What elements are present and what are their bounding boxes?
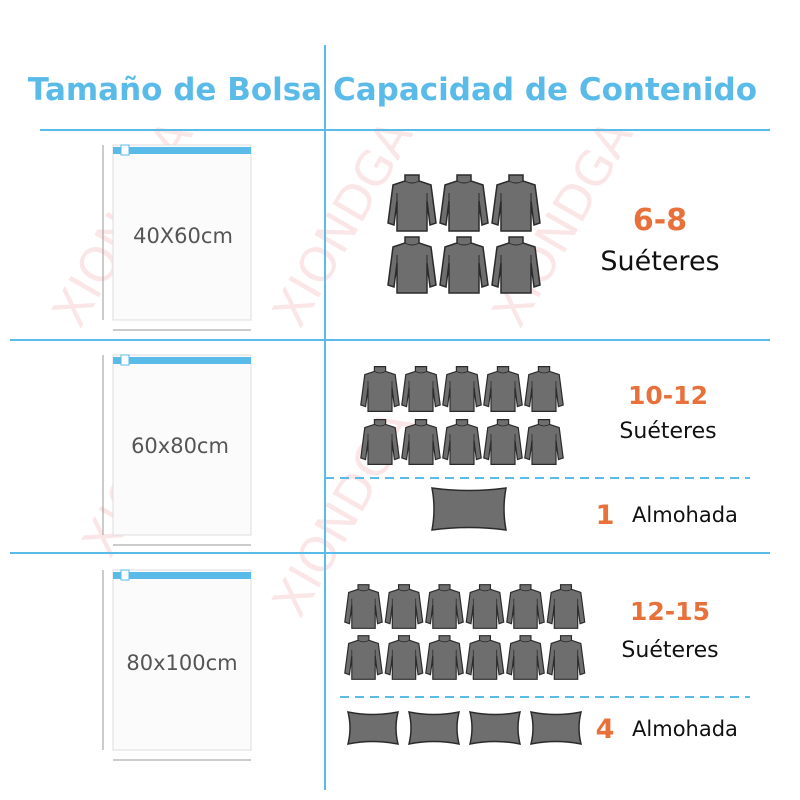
sweater-icon [439,236,489,294]
sweater-icon [546,635,586,680]
bag-size: 40X60cm [133,224,233,248]
sweater-icon [384,584,424,629]
sweater-icon [483,365,523,413]
header-right: Capacidad de Contenido [333,72,757,108]
zipper [113,572,251,579]
bag-size: 60x80cm [131,434,229,458]
pillow-icon [431,487,507,531]
pillow-label: Almohada [632,503,738,527]
pillow-icon [407,711,461,745]
sweater-count: 6-8 [633,203,687,238]
sweater-icon [387,236,437,294]
sweater-label: Suéteres [600,246,719,277]
grid-lines [10,45,770,790]
bag [112,354,252,536]
bags [102,144,252,761]
sweater-icon [384,635,424,680]
sweater-icon [546,584,586,629]
zipper-pull [120,569,130,581]
zipper-pull [120,354,130,366]
sweater-label: Suéteres [619,419,716,444]
sweater-icon [344,635,383,680]
bag [112,144,252,321]
pillow-icon [529,711,583,745]
sweater-icon [483,418,523,466]
sweater-icon [465,635,505,680]
sweater-count: 12-15 [630,597,710,626]
sweater-icon [360,365,400,413]
sweater-icon [465,584,505,629]
sweater-icon [442,365,482,413]
header-left: Tamaño de Bolsa [28,72,322,108]
sweater-label: Suéteres [621,638,718,663]
sweater-icon [344,584,383,629]
sweater-icon [506,635,545,680]
sweater-icon [401,365,441,413]
sweater-icon [524,418,564,466]
sweater-icon [524,365,564,413]
icons [344,174,586,745]
pillow-icon [468,711,522,745]
zipper-pull [120,144,130,156]
zipper [113,147,251,154]
sweater-icon [425,584,464,629]
sweater-icon [425,635,464,680]
bag [112,569,252,751]
sweater-count: 10-12 [628,381,708,410]
sweater-icon [439,174,489,232]
sweater-icon [506,584,545,629]
pillow-count: 1 [596,500,615,531]
sweater-icon [442,418,482,466]
pillow-icon [346,711,400,745]
bag-size: 80x100cm [126,651,237,675]
zipper [113,357,251,364]
pillow-count: 4 [596,714,615,745]
pillow-label: Almohada [632,717,738,741]
